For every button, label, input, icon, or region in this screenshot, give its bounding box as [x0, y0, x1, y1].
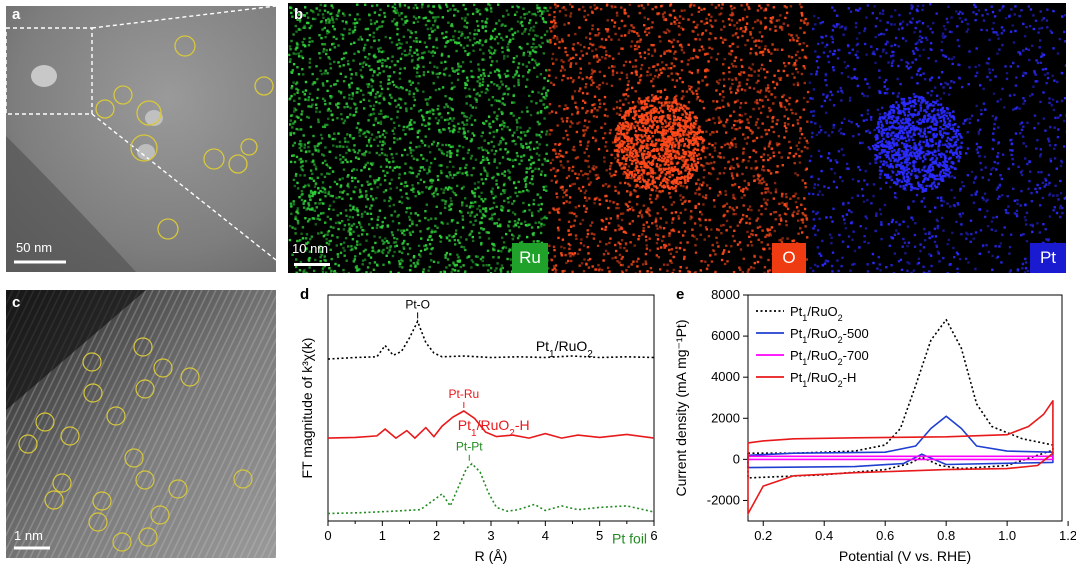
legend-label-e: Pt1/RuO2-500 — [790, 326, 869, 345]
y-tick-label-e: 6000 — [711, 328, 740, 343]
panel-a-svg — [6, 6, 276, 272]
legend-e: Pt1/RuO2 Pt1/RuO2-500 Pt1/RuO2-700 Pt1/RuO2… — [756, 304, 869, 389]
y-tick-label-e: 4000 — [711, 369, 740, 384]
atom-circle — [135, 470, 155, 490]
atom-circle — [60, 426, 80, 446]
peak-label-d: Pt-Pt — [456, 440, 483, 454]
x-tick-label-e: 0.6 — [876, 528, 894, 543]
series-label-d-0: Pt1/RuO2 — [536, 338, 593, 360]
atom-circle — [180, 367, 200, 387]
panel-c-svg — [6, 290, 276, 558]
panel-b-svg — [288, 3, 1066, 273]
atom-circle — [44, 490, 64, 510]
y-axis-label-d: FT magnitude of k³χ(k) — [299, 338, 315, 479]
map-label-o-text: O — [782, 248, 796, 267]
atom-circle — [150, 505, 170, 525]
x-tick-label-e: 1.2 — [1059, 528, 1076, 543]
series-line-e-1 — [747, 415, 1054, 469]
panel-e-label: e — [676, 286, 685, 303]
atom-circle — [106, 406, 126, 426]
x-tick-label-d: 3 — [487, 528, 494, 543]
series-line-e-0 — [747, 318, 1054, 479]
panel-d-label: d — [300, 286, 310, 303]
atom-circle — [124, 448, 144, 468]
peak-label-d: Pt-O — [405, 297, 430, 311]
y-tick-label-e: 8000 — [711, 287, 740, 302]
single-atom-markers — [18, 337, 253, 552]
x-tick-label-d: 0 — [324, 528, 331, 543]
series-label-d-2: Pt foil — [612, 530, 647, 546]
eds-map-pt — [808, 3, 1066, 273]
panel-c-image: c 1 nm — [6, 290, 276, 558]
atom-circle — [35, 412, 55, 432]
map-label-ru-text: Ru — [519, 248, 541, 267]
atom-circle — [138, 527, 158, 547]
series-line-d-0 — [327, 319, 655, 360]
x-tick-label-e: 0.8 — [937, 528, 955, 543]
atom-circle — [233, 469, 253, 489]
panel-b-maps: b 10 nm Ru O Pt — [288, 3, 1066, 273]
x-axis-label-d: R (Å) — [475, 548, 508, 564]
atom-circle — [82, 352, 102, 372]
peak-label-d: Pt-Ru — [448, 387, 479, 401]
plot-frame-e — [747, 294, 1063, 522]
legend-label-e: Pt1/RuO2 — [790, 304, 843, 323]
panel-b-scalebar-label: 10 nm — [292, 241, 329, 256]
y-tick-label-e: 2000 — [711, 410, 740, 425]
x-tick-label-e: 1.0 — [998, 528, 1016, 543]
x-tick-label-d: 4 — [542, 528, 549, 543]
panel-a-label: a — [12, 6, 21, 23]
map-label-ru: Ru — [512, 243, 548, 273]
x-tick-label-d: 2 — [433, 528, 440, 543]
atom-circle — [135, 379, 155, 399]
eds-map-ru — [288, 3, 550, 273]
series-line-d-1 — [327, 410, 655, 440]
x-tick-label-e: 0.2 — [754, 528, 772, 543]
atom-circle — [168, 479, 188, 499]
map-label-pt: Pt — [1030, 243, 1066, 273]
atom-circle — [83, 383, 103, 403]
atom-circle — [52, 473, 72, 493]
x-axis-label-e: Potential (V vs. RHE) — [839, 548, 971, 564]
y-axis-label-e: Current density (mA mg⁻¹Pt) — [673, 320, 689, 497]
series-line-e-2 — [747, 455, 1054, 461]
x-tick-label-e: 0.4 — [815, 528, 833, 543]
panel-b-scalebar — [294, 263, 330, 266]
series-line-e-3 — [747, 400, 1054, 515]
series-label-d-1: Pt1/RuO2-H — [458, 417, 530, 439]
map-label-o: O — [772, 243, 806, 273]
y-tick-label-e: 0 — [733, 451, 740, 466]
eds-map-o — [548, 3, 810, 273]
panel-a-image: a 50 nm — [6, 6, 276, 272]
atom-circle — [133, 337, 153, 357]
atom-circle — [112, 532, 132, 552]
vacuum-region — [6, 290, 146, 410]
plot-frame-d — [327, 294, 655, 522]
panel-c-label: c — [12, 294, 21, 311]
chart-e: 0.2 0.4 0.6 0.8 1.0 1.2 -2000 0 2000 4000 6000 8000… — [673, 287, 1076, 564]
atom-circle — [92, 491, 112, 511]
atom-circle — [88, 512, 108, 532]
legend-label-e: Pt1/RuO2-700 — [790, 348, 869, 367]
legend-label-e: Pt1/RuO2-H — [790, 370, 856, 389]
map-label-pt-text: Pt — [1039, 248, 1057, 267]
panel-c-scalebar-label: 1 nm — [14, 528, 43, 543]
x-tick-label-d: 1 — [379, 528, 386, 543]
panel-b-label: b — [294, 6, 304, 23]
chart-d: 0 1 2 3 4 5 6 R (Å) FT magnitude of k³χ(k) Pt-O Pt… — [299, 294, 658, 564]
x-tick-label-d: 5 — [596, 528, 603, 543]
panel-a-scalebar-label: 50 nm — [16, 240, 53, 255]
series-line-d-2 — [327, 462, 655, 515]
y-tick-label-e: -2000 — [707, 492, 740, 507]
atom-circle — [18, 434, 38, 454]
atom-circle — [153, 358, 173, 378]
x-tick-label-d: 6 — [650, 528, 657, 543]
